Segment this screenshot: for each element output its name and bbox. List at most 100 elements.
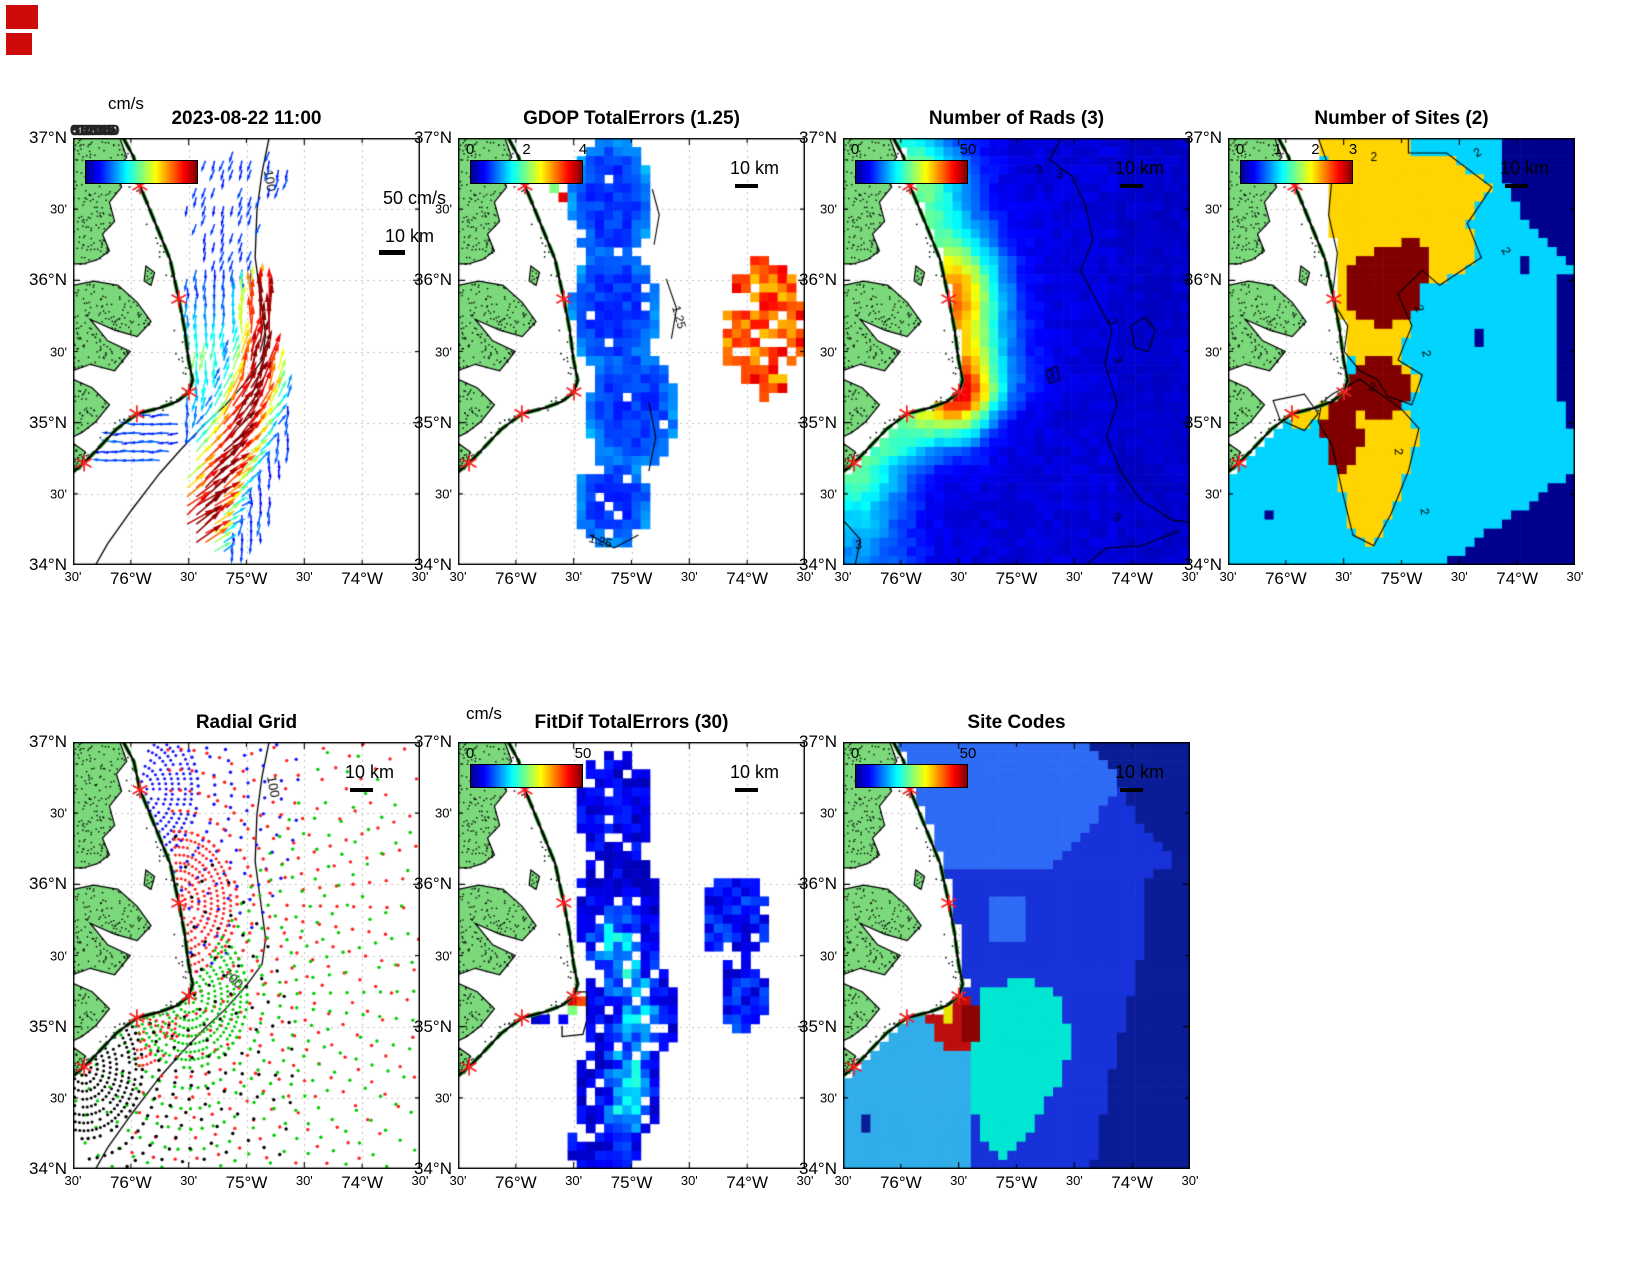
lat-tick-label: 37°N [29,732,67,751]
panel-title: Radial Grid [195,712,298,733]
colorbar-tick-label: 3 [1348,141,1358,158]
lat-tick-label: 34°N [414,1159,452,1178]
lat-tick-label: 30' [820,805,837,821]
colorbar-unit-label: cm/s [108,94,144,113]
panel-number-of-sites: Number of Sites (2) 37°N 30' 36°N 30' 35°N 30… [1184,108,1583,588]
lat-tick-label: 34°N [799,1159,837,1178]
colorbar-tick-label: 0 [465,141,475,158]
colorbar-tick-label: 0 [1235,141,1245,158]
lon-tick-label: 76°W [109,1173,152,1192]
lat-tick-label: 30' [820,344,837,359]
panel-radial-grid: Radial Grid 37°N 30' 36°N 30' 35°N 30' 34°N 30'… [29,712,428,1192]
distance-scale-bar [735,788,758,792]
distance-scale-bar [1120,184,1143,188]
lon-tick-label: 30' [680,1173,698,1188]
lon-tick-label: 30' [295,1173,313,1188]
lat-tick-label: 37°N [29,128,67,147]
lon-tick-label: 74°W [726,569,769,588]
lon-tick-label: 75°W [995,569,1038,588]
lon-tick-label: 74°W [1111,569,1154,588]
lat-tick-label: 30' [820,948,837,963]
lat-tick-label: 36°N [799,874,837,894]
lat-tick-label: 37°N [799,128,837,147]
lat-tick-label: 30' [50,805,67,821]
colorbar [855,160,968,184]
panel-title: 2023-08-22 11:00 [171,108,322,129]
distance-scale-label: 10 km [1114,762,1164,782]
lon-tick-label: 74°W [1111,1173,1154,1192]
lat-tick-label: 30' [50,486,67,502]
lat-tick-label: 36°N [799,270,837,290]
lon-tick-label: 74°W [1496,569,1539,588]
lat-tick-label: 35°N [29,412,67,432]
lat-tick-label: 30' [50,948,67,963]
lon-tick-label: 76°W [1264,569,1307,588]
map-canvas-nsites [1228,138,1575,565]
panel-title: Site Codes [967,712,1066,733]
lon-tick-label: 30' [1181,569,1199,584]
lon-tick-label: 30' [1181,1173,1199,1188]
lat-tick-label: 30' [435,344,452,359]
lon-tick-label: 30' [565,569,583,584]
lon-tick-label: 30' [1450,569,1468,584]
lat-tick-label: 34°N [29,1159,67,1178]
lon-tick-label: 30' [950,569,968,584]
lon-tick-label: 76°W [879,1173,922,1192]
distance-scale-label: 10 km [729,158,779,178]
lat-tick-label: 35°N [1184,412,1222,432]
lat-tick-label: 37°N [414,732,452,751]
lat-tick-label: 30' [50,1090,67,1106]
distance-scale-bar [1505,184,1528,188]
lat-tick-label: 30' [820,486,837,502]
lat-tick-label: 30' [1205,201,1222,217]
colorbar-tick-label: 4 [578,141,588,158]
map-canvas-gdop [458,138,805,565]
lon-tick-label: 75°W [225,569,268,588]
lon-tick-label: 30' [950,1173,968,1188]
distance-scale-label: 10 km [1499,158,1549,178]
lat-tick-label: 34°N [1184,555,1222,574]
panel-surface-currents: 2023-08-22 11:00 37°N 30' 36°N 30' 35°N 30' 34… [29,94,446,588]
lat-tick-label: 34°N [799,555,837,574]
lon-tick-label: 74°W [341,569,384,588]
distance-scale-label: 10 km [344,762,394,782]
lon-tick-label: 74°W [341,1173,384,1192]
lat-tick-label: 36°N [1184,270,1222,290]
lat-tick-label: 37°N [414,128,452,147]
map-canvas-radialgrid [73,742,420,1169]
panel-title: FitDif TotalErrors (30) [534,712,729,733]
colorbar-tick-label: 0 [465,745,475,762]
distance-scale-bar [735,184,758,188]
lon-tick-label: 30' [64,569,82,584]
panel-title: Number of Rads (3) [928,108,1105,129]
panel-title: GDOP TotalErrors (1.25) [523,108,740,129]
lat-tick-label: 37°N [1184,128,1222,147]
lat-tick-label: 35°N [414,1016,452,1036]
lat-tick-label: 30' [50,344,67,359]
lon-tick-label: 75°W [1380,569,1423,588]
render-artifact-mark [6,33,32,55]
panel-site-codes: Site Codes 37°N 30' 36°N 30' 35°N 30' 34°N 30' 7… [799,712,1198,1192]
distance-scale-label: 10 km [384,226,434,246]
lat-tick-label: 36°N [29,270,67,290]
lon-tick-label: 75°W [610,1173,653,1192]
lat-tick-label: 30' [820,201,837,217]
lon-tick-label: 30' [295,569,313,584]
lon-tick-label: 30' [449,569,467,584]
lat-tick-label: 30' [435,201,452,217]
lat-tick-label: 36°N [414,874,452,894]
lon-tick-label: 30' [1065,569,1083,584]
lat-tick-label: 36°N [29,874,67,894]
lat-tick-label: 35°N [29,1016,67,1036]
speed-scale-label: 50 cm/s [382,188,446,208]
lon-tick-label: 75°W [995,1173,1038,1192]
lat-tick-label: 36°N [414,270,452,290]
lon-tick-label: 74°W [726,1173,769,1192]
distance-scale-bar [1120,788,1143,792]
lon-tick-label: 30' [680,569,698,584]
colorbar-tick-label: 0 [850,141,860,158]
panel-number-of-rads: Number of Rads (3) 37°N 30' 36°N 30' 35°N 30'… [799,108,1198,588]
colorbar-unit-label: cm/s [466,704,502,723]
lon-tick-label: 30' [796,1173,814,1188]
